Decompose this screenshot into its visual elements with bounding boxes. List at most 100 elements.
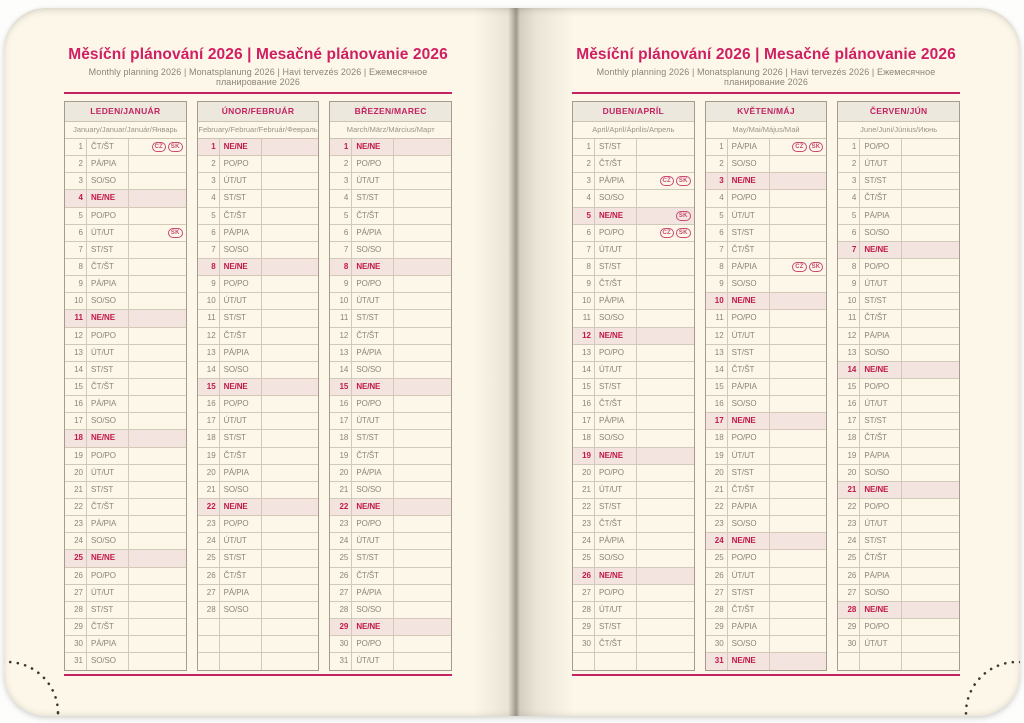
day-row — [197, 636, 319, 654]
notes-cell — [902, 259, 959, 275]
day-row: 3 ÚT/UT — [330, 173, 452, 191]
day-row: 25 SO/SO — [573, 550, 694, 568]
weekday-cell: ST/ST — [87, 481, 129, 498]
day-row: 29 ČT/ŠT — [65, 618, 186, 637]
day-number-cell: 9 — [330, 276, 353, 293]
weekday-cell: ÚT/UT — [595, 481, 637, 498]
holiday-badge-cz: CZ — [792, 142, 807, 153]
day-row: 16 ÚT/UT — [838, 396, 960, 414]
day-row: 25 PO/PO — [705, 550, 827, 568]
weekday-cell: PÁ/PIA — [860, 207, 903, 224]
day-row: 30 SO/SO — [705, 636, 827, 654]
day-number-cell: 18 — [65, 430, 87, 447]
day-row: 1 ČT/ŠT CZ SK — [65, 139, 186, 157]
day-number-cell: 3 — [706, 173, 728, 190]
day-number-cell: 30 — [838, 636, 861, 653]
day-number-cell: 11 — [198, 310, 220, 327]
weekday-cell: ČT/ŠT — [728, 601, 770, 618]
day-row: 4 ČT/ŠT — [838, 190, 960, 208]
notes-cell — [770, 448, 827, 464]
notes-cell — [262, 396, 319, 412]
weekday-cell: ST/ST — [860, 413, 903, 430]
day-row: 9 PO/PO — [197, 276, 319, 294]
notes-cell — [262, 208, 319, 224]
notes-cell — [394, 482, 451, 498]
day-row: 20 PÁ/PIA — [330, 464, 452, 482]
day-number-cell: 12 — [838, 327, 861, 344]
holiday-badge-sk: SK — [167, 142, 183, 153]
day-number-cell: 17 — [198, 413, 220, 430]
day-row: 12 NE/NE — [573, 327, 694, 345]
notes-cell — [902, 208, 959, 224]
weekday-cell: SO/SO — [728, 156, 770, 173]
weekday-cell: ÚT/UT — [352, 293, 395, 310]
day-row: 19 ÚT/UT — [705, 447, 827, 465]
day-number-cell: 11 — [330, 310, 353, 327]
day-number-cell: 25 — [573, 550, 595, 567]
day-row: 12 PÁ/PIA — [838, 327, 960, 345]
day-number-cell: 3 — [65, 173, 87, 190]
notes-cell — [637, 499, 694, 515]
weekday-cell: PO/PO — [220, 276, 262, 293]
notes-cell — [262, 585, 319, 601]
notes-cell — [902, 550, 959, 566]
day-number-cell: 12 — [65, 327, 87, 344]
weekday-cell: PO/PO — [87, 327, 129, 344]
notes-cell — [394, 345, 451, 361]
day-number-cell: 21 — [573, 481, 595, 498]
weekday-cell: ST/ST — [220, 430, 262, 447]
holiday-badge-cz: CZ — [659, 176, 674, 187]
notes-cell — [637, 379, 694, 395]
weekday-cell: ČT/ŠT — [87, 498, 129, 516]
day-number-cell: 13 — [838, 344, 861, 361]
day-number-cell: 2 — [330, 156, 353, 173]
day-number-cell: 19 — [65, 447, 87, 464]
month-table: LEDEN/JANUÁR January/Januar/Január/Январь… — [64, 101, 187, 672]
day-row: 27 PO/PO — [573, 584, 694, 602]
day-number-cell: 4 — [330, 190, 353, 207]
day-number-cell: 17 — [706, 413, 728, 430]
day-row: 15 NE/NE — [197, 378, 319, 397]
weekday-cell: PÁ/PIA — [860, 567, 903, 584]
notes-cell — [770, 328, 827, 344]
holiday-badge-sk: SK — [808, 262, 824, 273]
notes-cell — [770, 345, 827, 361]
notes-cell — [262, 550, 319, 566]
day-row: 17 ST/ST — [838, 413, 960, 431]
left-page-content: Měsíční plánování 2026 | Mesačné plánova… — [64, 8, 453, 677]
day-row: 4 PO/PO — [705, 190, 827, 208]
weekday-cell: ÚT/UT — [352, 413, 395, 430]
day-row: 18 ČT/ŠT — [838, 430, 960, 448]
weekday-cell: SO/SO — [87, 173, 129, 190]
notes-cell — [394, 379, 451, 395]
weekday-cell: ÚT/UT — [595, 601, 637, 618]
day-row: 14 SO/SO — [330, 361, 452, 379]
notes-cell — [770, 430, 827, 446]
weekday-cell: PÁ/PIA — [352, 224, 395, 241]
notes-cell — [394, 619, 451, 635]
day-row: 16 PO/PO — [197, 396, 319, 414]
weekday-cell: NE/NE — [728, 533, 770, 550]
day-row: 17 ÚT/UT — [330, 413, 452, 431]
day-number-cell: 25 — [706, 550, 728, 567]
day-row: 13 PÁ/PIA — [197, 344, 319, 362]
weekday-cell: PO/PO — [595, 344, 637, 361]
notes-cell: CZ SK — [129, 139, 186, 155]
weekday-cell: ČT/ŠT — [220, 447, 262, 464]
notes-cell — [129, 516, 186, 532]
day-row: 26 NE/NE — [573, 567, 694, 585]
weekday-cell: SO/SO — [220, 241, 262, 258]
notes-cell — [394, 190, 451, 206]
months-grid-right: DUBEN/APRÍL April/April/Április/Апрель 1 ST… — [572, 101, 961, 672]
notes-cell — [129, 619, 186, 635]
day-row: 28 ST/ST — [65, 601, 186, 619]
weekday-cell: ČT/ŠT — [87, 618, 129, 636]
weekday-cell: ÚT/UT — [220, 533, 262, 550]
day-number-cell: 6 — [706, 224, 728, 241]
weekday-cell: ST/ST — [728, 584, 770, 601]
day-number-cell: 18 — [198, 430, 220, 447]
weekday-cell: NE/NE — [220, 498, 262, 516]
notes-cell: CZ SK — [770, 259, 827, 275]
notes-cell — [394, 602, 451, 618]
weekday-cell: ÚT/UT — [860, 396, 903, 413]
